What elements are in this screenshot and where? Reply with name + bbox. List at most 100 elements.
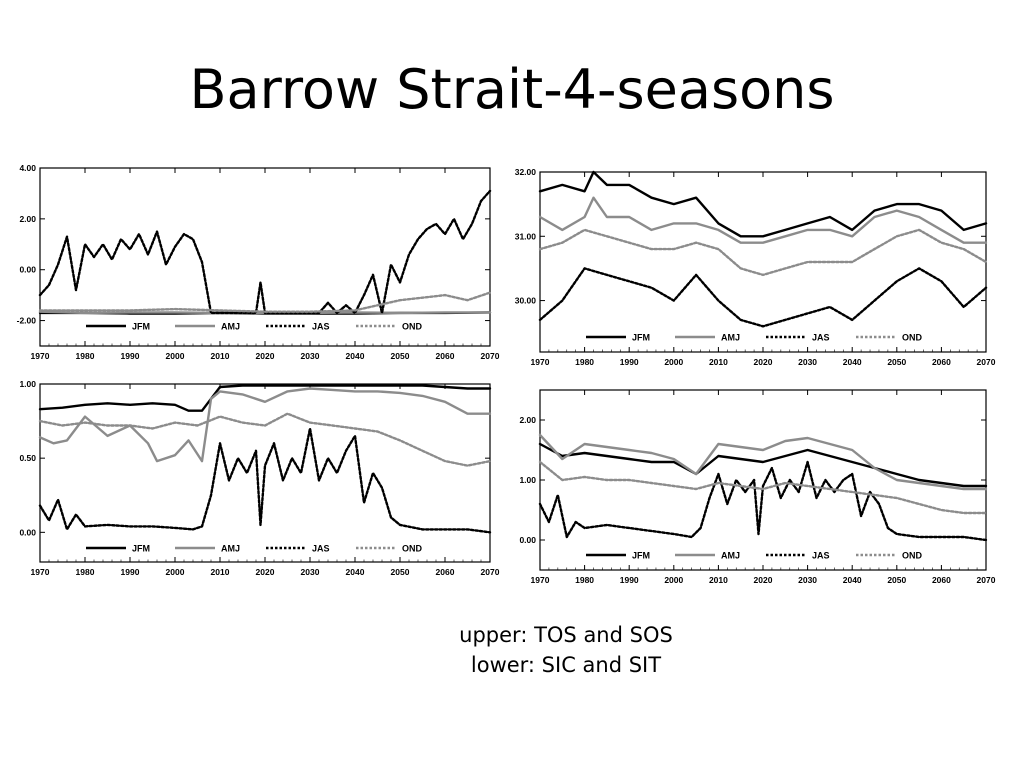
series-line-amj-sic [38, 387, 492, 463]
y-tick-label-tos: 4.00 [19, 163, 36, 173]
y-tick-label-sic: 1.00 [19, 379, 36, 389]
x-tick-label-sit: 1990 [620, 575, 639, 585]
x-tick-label-sos: 2050 [887, 357, 906, 367]
x-tick-label-tos: 2030 [301, 351, 320, 361]
caption-line-lower: lower: SIC and SIT [470, 653, 662, 677]
legend-label-jas-sit: JAS [812, 551, 830, 561]
chart-panel-sos: 1970 1980 1990 2000 2010 2020 2030 2040 2050 2060… [506, 162, 998, 372]
x-tick-label-sos: 2040 [843, 357, 862, 367]
x-tick-label-tos: 1970 [31, 351, 50, 361]
y-tick-label-sit: 2.00 [519, 415, 536, 425]
slide-caption: upper: TOS and SOS lower: SIC and SIT [366, 620, 766, 680]
x-tick-label-sos: 1970 [531, 357, 550, 367]
legend-label-ond-sos: OND [902, 333, 923, 343]
plot-frame-tos [39, 167, 491, 347]
chart-panel-sit: 1970 1980 1990 2000 2010 2020 2030 2040 2050 2060… [506, 380, 998, 590]
legend-label-ond-sit: OND [902, 551, 923, 561]
x-tick-label-sit: 2060 [932, 575, 951, 585]
series-line-jas-sic [38, 427, 492, 534]
x-tick-label-tos: 2050 [391, 351, 410, 361]
x-tick-label-sit: 2070 [977, 575, 996, 585]
x-tick-label-tos: 1980 [76, 351, 95, 361]
series-line-amj-sos [538, 196, 988, 244]
legend-label-jfm-sos: JFM [632, 333, 650, 343]
x-tick-label-sos: 2070 [977, 357, 996, 367]
x-tick-label-sic: 2060 [436, 567, 455, 577]
chart-svg-sos: 1970 1980 1990 2000 2010 2020 2030 2040 2050 2060… [515, 167, 996, 367]
chart-svg-tos: 1970 1980 1990 2000 2010 2020 2030 2040 2050 2060… [17, 163, 500, 361]
y-tick-label-sit: 0.00 [519, 535, 536, 545]
x-tick-label-tos: 2060 [436, 351, 455, 361]
series-line-ond-tos [38, 291, 492, 313]
legend-label-jfm-sic: JFM [132, 544, 150, 554]
chart-svg-sic: 1970 1980 1990 2000 2010 2020 2030 2040 2050 2060… [19, 379, 499, 577]
series-line-amj-sit [538, 433, 988, 491]
legend-label-amj-sic: AMJ [221, 544, 240, 554]
legend-label-jas-sos: JAS [812, 333, 830, 343]
x-tick-label-sit: 2040 [843, 575, 862, 585]
legend-label-jas-tos: JAS [312, 322, 330, 332]
series-line-jas-tos [38, 189, 492, 315]
y-tick-label-tos: 0.00 [19, 265, 36, 275]
chart-panel-sic: 1970 1980 1990 2000 2010 2020 2030 2040 2050 2060… [4, 378, 500, 586]
x-tick-label-sic: 2050 [391, 567, 410, 577]
series-line-ond-sos [538, 228, 988, 277]
series-line-jas-sit [538, 460, 988, 542]
x-tick-label-sic: 1990 [121, 567, 140, 577]
series-line-ond-sit [538, 460, 988, 515]
x-tick-label-tos: 1990 [121, 351, 140, 361]
x-tick-label-tos: 2020 [256, 351, 275, 361]
chart-svg-sit: 1970 1980 1990 2000 2010 2020 2030 2040 2050 2060… [519, 389, 996, 585]
x-tick-label-sic: 2010 [211, 567, 230, 577]
legend-label-amj-sit: AMJ [721, 551, 740, 561]
legend-label-jfm-tos: JFM [132, 322, 150, 332]
plot-frame-sos [539, 171, 987, 353]
x-tick-label-sit: 1980 [575, 575, 594, 585]
x-tick-label-sic: 1970 [31, 567, 50, 577]
x-tick-label-tos: 2070 [481, 351, 500, 361]
x-tick-label-sit: 2050 [887, 575, 906, 585]
legend-label-jas-sic: JAS [312, 544, 330, 554]
x-tick-label-sic: 2040 [346, 567, 365, 577]
y-tick-label-sic: 0.50 [19, 453, 36, 463]
x-tick-label-sos: 1990 [620, 357, 639, 367]
x-tick-label-tos: 2040 [346, 351, 365, 361]
x-tick-label-sos: 2030 [798, 357, 817, 367]
x-tick-label-sos: 2020 [754, 357, 773, 367]
x-tick-label-sos: 2010 [709, 357, 728, 367]
x-tick-label-sic: 2030 [301, 567, 320, 577]
y-tick-label-tos: -2.00 [17, 316, 37, 326]
x-tick-label-sos: 2060 [932, 357, 951, 367]
x-tick-label-sos: 1980 [575, 357, 594, 367]
series-line-jfm-sos [538, 170, 988, 238]
x-tick-label-sit: 2010 [709, 575, 728, 585]
series-line-jas-sos [538, 267, 988, 328]
x-tick-label-sit: 2000 [664, 575, 683, 585]
x-tick-label-sos: 2000 [664, 357, 683, 367]
legend-label-amj-tos: AMJ [221, 322, 240, 332]
series-line-jfm-sit [538, 442, 988, 488]
x-tick-label-sit: 1970 [531, 575, 550, 585]
series-line-ond-sic [38, 412, 492, 467]
y-tick-label-sos: 32.00 [515, 167, 537, 177]
caption-line-upper: upper: TOS and SOS [459, 623, 673, 647]
x-tick-label-sic: 2020 [256, 567, 275, 577]
y-tick-label-sos: 31.00 [515, 231, 537, 241]
y-tick-label-sos: 30.00 [515, 296, 537, 306]
y-tick-label-sit: 1.00 [519, 475, 536, 485]
x-tick-label-sic: 2000 [166, 567, 185, 577]
legend-label-ond-sic: OND [402, 544, 423, 554]
slide-title: Barrow Strait-4-seasons [189, 58, 835, 121]
series-line-jfm-sic [38, 384, 492, 412]
legend-label-ond-tos: OND [402, 322, 423, 332]
x-tick-label-sit: 2030 [798, 575, 817, 585]
x-tick-label-sic: 1980 [76, 567, 95, 577]
x-tick-label-tos: 2000 [166, 351, 185, 361]
x-tick-label-tos: 2010 [211, 351, 230, 361]
y-tick-label-sic: 0.00 [19, 527, 36, 537]
legend-label-jfm-sit: JFM [632, 551, 650, 561]
x-tick-label-sit: 2020 [754, 575, 773, 585]
chart-panel-tos: 1970 1980 1990 2000 2010 2020 2030 2040 2050 2060… [4, 162, 500, 370]
legend-label-amj-sos: AMJ [721, 333, 740, 343]
y-tick-label-tos: 2.00 [19, 214, 36, 224]
